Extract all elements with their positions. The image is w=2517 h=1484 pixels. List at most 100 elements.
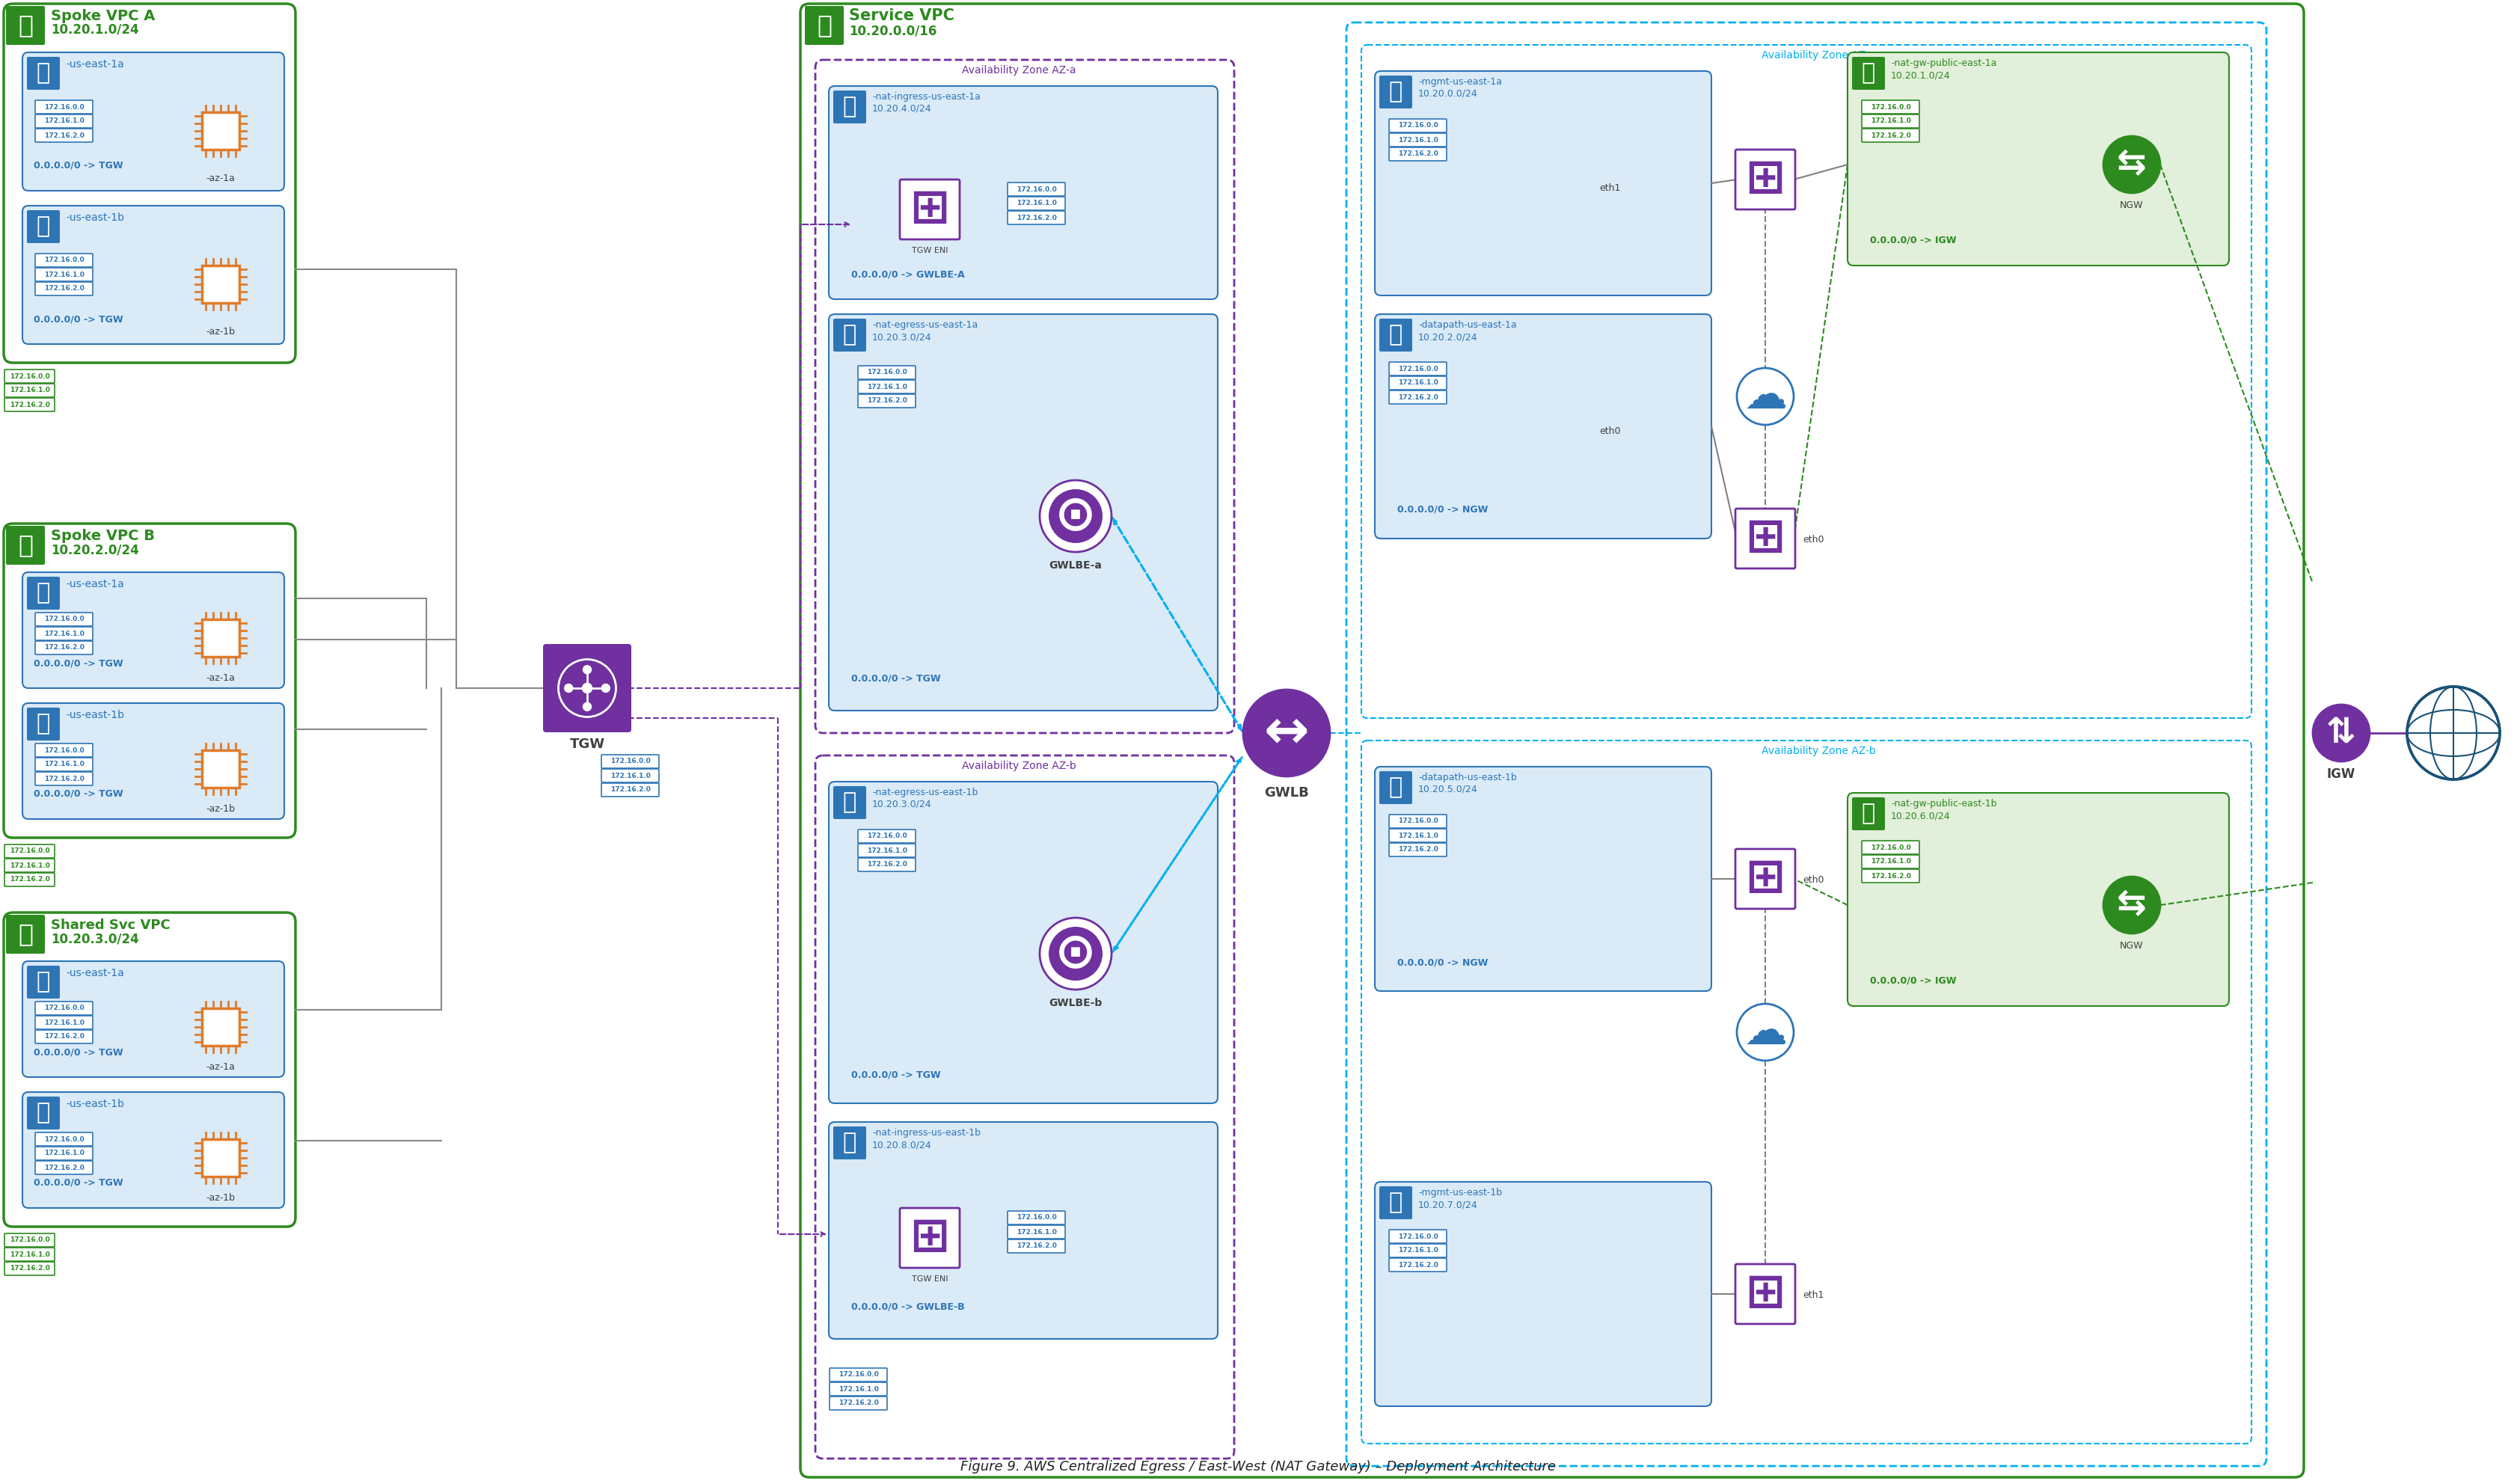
FancyBboxPatch shape	[1863, 129, 1920, 142]
FancyBboxPatch shape	[5, 873, 55, 886]
Text: 172.16.1.0: 172.16.1.0	[1397, 137, 1437, 144]
Text: -az-1b: -az-1b	[206, 1193, 234, 1202]
Text: 172.16.1.0: 172.16.1.0	[43, 631, 83, 637]
Text: 172.16.2.0: 172.16.2.0	[43, 1165, 83, 1171]
Text: 172.16.2.0: 172.16.2.0	[866, 861, 906, 868]
Circle shape	[2406, 687, 2499, 779]
Text: 172.16.0.0: 172.16.0.0	[43, 1135, 83, 1143]
FancyBboxPatch shape	[5, 1233, 55, 1247]
Text: 172.16.2.0: 172.16.2.0	[1870, 873, 1910, 879]
Text: 172.16.1.0: 172.16.1.0	[1870, 858, 1910, 865]
Text: Shared Svc VPC: Shared Svc VPC	[50, 919, 171, 932]
Text: Availability Zone AZ-a: Availability Zone AZ-a	[1762, 50, 1875, 61]
FancyBboxPatch shape	[858, 858, 916, 871]
Text: NGW: NGW	[2119, 941, 2144, 951]
FancyBboxPatch shape	[1374, 1181, 1712, 1407]
Text: 172.16.0.0: 172.16.0.0	[43, 746, 83, 754]
Text: -az-1a: -az-1a	[206, 674, 234, 683]
Text: 172.16.0.0: 172.16.0.0	[1397, 365, 1437, 372]
Text: eth0: eth0	[1598, 426, 1621, 436]
FancyBboxPatch shape	[1007, 1211, 1065, 1224]
Text: 172.16.1.0: 172.16.1.0	[43, 117, 83, 125]
FancyBboxPatch shape	[28, 966, 60, 999]
FancyBboxPatch shape	[5, 370, 55, 383]
Text: 172.16.0.0: 172.16.0.0	[866, 833, 906, 840]
FancyBboxPatch shape	[1389, 134, 1447, 147]
Text: -nat-gw-public-east-1a: -nat-gw-public-east-1a	[1890, 58, 1996, 68]
Text: -us-east-1a: -us-east-1a	[65, 579, 123, 589]
Circle shape	[602, 684, 609, 692]
Text: ⊙: ⊙	[1055, 929, 1097, 978]
Text: Availability Zone AZ-a: Availability Zone AZ-a	[961, 65, 1075, 76]
Text: -us-east-1b: -us-east-1b	[65, 212, 123, 223]
FancyBboxPatch shape	[23, 52, 284, 191]
Text: NGW: NGW	[2119, 200, 2144, 211]
Text: 172.16.2.0: 172.16.2.0	[43, 644, 83, 651]
FancyBboxPatch shape	[1379, 772, 1412, 804]
Text: ⚿: ⚿	[38, 1103, 50, 1123]
FancyBboxPatch shape	[1374, 315, 1712, 539]
Text: 10.20.1.0/24: 10.20.1.0/24	[50, 24, 138, 37]
FancyBboxPatch shape	[35, 1030, 93, 1043]
Text: ⛅: ⛅	[818, 13, 831, 37]
FancyBboxPatch shape	[858, 380, 916, 393]
Text: -datapath-us-east-1a: -datapath-us-east-1a	[1417, 321, 1518, 329]
Text: eth0: eth0	[1802, 534, 1825, 545]
FancyBboxPatch shape	[28, 708, 60, 741]
FancyBboxPatch shape	[1379, 319, 1412, 352]
Bar	[201, 1140, 239, 1177]
Text: 172.16.2.0: 172.16.2.0	[10, 1266, 50, 1272]
FancyBboxPatch shape	[828, 1122, 1218, 1339]
Circle shape	[2104, 137, 2160, 193]
FancyBboxPatch shape	[23, 573, 284, 689]
Text: 172.16.1.0: 172.16.1.0	[43, 272, 83, 278]
Text: ⊙: ⊙	[1055, 491, 1097, 540]
FancyBboxPatch shape	[1389, 119, 1447, 132]
Bar	[201, 266, 239, 303]
FancyBboxPatch shape	[1374, 71, 1712, 295]
FancyBboxPatch shape	[5, 1261, 55, 1275]
FancyBboxPatch shape	[1007, 211, 1065, 224]
Circle shape	[559, 659, 617, 717]
Text: ⚿: ⚿	[38, 582, 50, 604]
Text: ⇅: ⇅	[2326, 717, 2356, 749]
FancyBboxPatch shape	[28, 56, 60, 89]
Circle shape	[1737, 368, 1795, 424]
Circle shape	[1737, 1003, 1795, 1061]
Text: 172.16.0.0: 172.16.0.0	[43, 104, 83, 110]
FancyBboxPatch shape	[5, 398, 55, 411]
FancyBboxPatch shape	[858, 830, 916, 843]
FancyBboxPatch shape	[35, 1002, 93, 1015]
Bar	[201, 619, 239, 656]
Text: 172.16.1.0: 172.16.1.0	[866, 847, 906, 853]
FancyBboxPatch shape	[831, 1368, 886, 1382]
Text: 172.16.2.0: 172.16.2.0	[609, 787, 649, 794]
FancyBboxPatch shape	[1389, 147, 1447, 160]
Text: 172.16.0.0: 172.16.0.0	[43, 616, 83, 623]
Text: 172.16.1.0: 172.16.1.0	[43, 761, 83, 767]
Text: ⛅: ⛅	[18, 13, 33, 37]
FancyBboxPatch shape	[602, 755, 659, 769]
FancyBboxPatch shape	[1863, 855, 1920, 868]
Text: ⚿: ⚿	[1389, 324, 1402, 346]
FancyBboxPatch shape	[35, 743, 93, 757]
Text: 10.20.4.0/24: 10.20.4.0/24	[873, 104, 931, 114]
FancyBboxPatch shape	[901, 180, 959, 239]
Circle shape	[1050, 926, 1102, 981]
Text: ⊞: ⊞	[1744, 856, 1785, 901]
Text: -us-east-1b: -us-east-1b	[65, 1098, 123, 1109]
Text: 172.16.2.0: 172.16.2.0	[866, 398, 906, 404]
Circle shape	[1050, 490, 1102, 543]
Text: ⊞: ⊞	[1744, 516, 1785, 561]
FancyBboxPatch shape	[28, 1097, 60, 1129]
Text: 10.20.2.0/24: 10.20.2.0/24	[1417, 332, 1477, 341]
FancyBboxPatch shape	[35, 626, 93, 640]
Circle shape	[1040, 481, 1113, 552]
Text: 0.0.0.0/0 -> NGW: 0.0.0.0/0 -> NGW	[1397, 505, 1488, 515]
FancyBboxPatch shape	[1374, 767, 1712, 991]
Text: ⊞: ⊞	[909, 187, 949, 232]
Text: 172.16.0.0: 172.16.0.0	[1397, 818, 1437, 825]
Text: 172.16.1.0: 172.16.1.0	[1870, 117, 1910, 125]
FancyBboxPatch shape	[35, 101, 93, 114]
FancyBboxPatch shape	[3, 524, 294, 838]
